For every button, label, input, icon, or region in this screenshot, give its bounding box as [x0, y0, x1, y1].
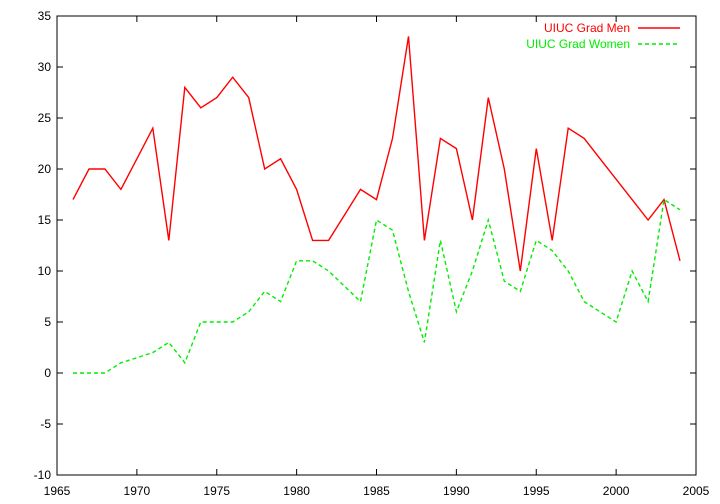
y-tick-label: 10: [38, 264, 52, 278]
y-tick-label: -5: [40, 417, 51, 431]
y-tick-label: 0: [44, 366, 51, 380]
y-tick-label: 20: [38, 162, 52, 176]
x-tick-label: 1985: [363, 484, 390, 498]
series-line-1: [73, 198, 681, 374]
x-tick-label: 1975: [203, 484, 230, 498]
x-tick-label: 1995: [523, 484, 550, 498]
y-tick-label: 35: [38, 9, 52, 23]
x-tick-label: 1990: [443, 484, 470, 498]
y-tick-label: 5: [44, 315, 51, 329]
x-tick-label: 1980: [283, 484, 310, 498]
x-tick-label: 1970: [124, 484, 151, 498]
legend: UIUC Grad Men UIUC Grad Women: [526, 21, 680, 51]
legend-label: UIUC Grad Men: [544, 21, 630, 35]
x-tick-label: 2005: [683, 484, 710, 498]
y-tick-label: 25: [38, 111, 52, 125]
x-tick-label: 1965: [44, 484, 71, 498]
axis-ticks: 1965 1970 1975 1980 1985 1990 1995 2000 2005-10-…: [34, 9, 710, 498]
series-lines: [72, 36, 681, 374]
x-tick-label: 2000: [603, 484, 630, 498]
y-tick-label: 30: [38, 60, 52, 74]
plot-frame: [56, 15, 697, 476]
legend-label: UIUC Grad Women: [526, 37, 630, 51]
y-tick-label: -10: [34, 468, 52, 482]
y-tick-label: 15: [38, 213, 52, 227]
